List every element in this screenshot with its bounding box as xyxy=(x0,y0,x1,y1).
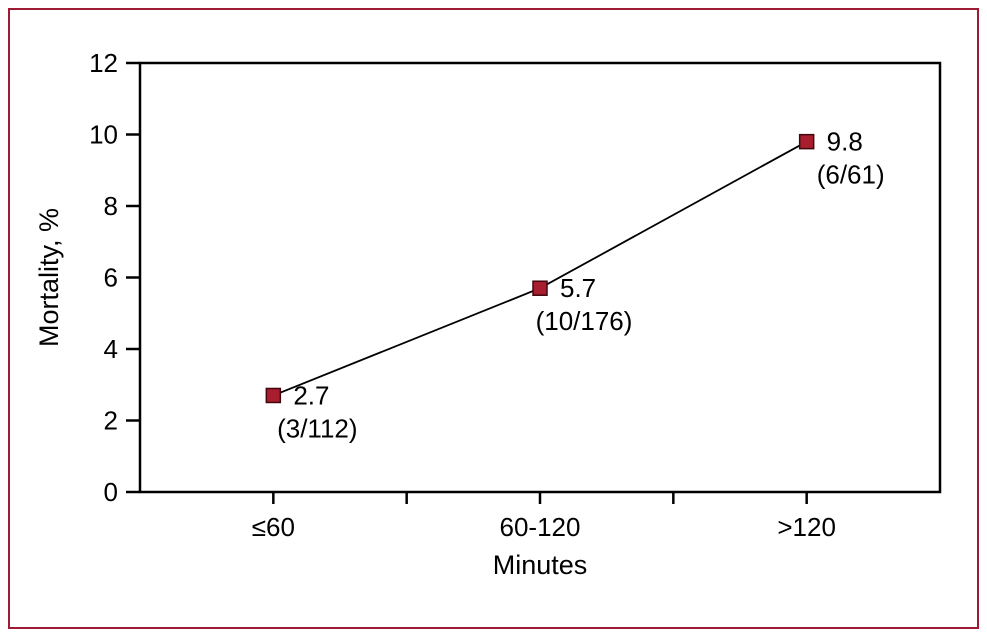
y-axis-tick-label: 2 xyxy=(104,406,118,436)
x-category-label: 60-120 xyxy=(500,512,581,542)
data-point-marker xyxy=(532,280,548,296)
data-point-value-label: 9.8 xyxy=(827,127,863,157)
data-point-fraction-label: (3/112) xyxy=(277,413,357,443)
y-axis-tick-label: 6 xyxy=(104,263,118,293)
y-axis-tick-label: 10 xyxy=(89,120,118,150)
x-category-label: >120 xyxy=(777,512,836,542)
x-axis-title: Minutes xyxy=(493,550,588,580)
x-category-label: ≤60 xyxy=(252,512,295,542)
data-point-fraction-label: (6/61) xyxy=(817,160,885,190)
data-point-marker xyxy=(798,133,815,150)
data-point-marker xyxy=(265,387,282,404)
y-axis-tick-label: 0 xyxy=(104,477,118,507)
data-point-value-label: 5.7 xyxy=(560,273,596,303)
y-axis-title: Mortality, % xyxy=(34,208,64,347)
y-axis-tick-label: 12 xyxy=(89,48,118,78)
figure-frame xyxy=(8,8,979,629)
y-axis-tick-label: 4 xyxy=(104,334,118,364)
data-point-fraction-label: (10/176) xyxy=(536,306,633,336)
plot-box xyxy=(138,61,942,494)
y-axis-tick-label: 8 xyxy=(104,191,118,221)
data-point-value-label: 2.7 xyxy=(293,380,329,410)
data-line xyxy=(272,140,808,397)
